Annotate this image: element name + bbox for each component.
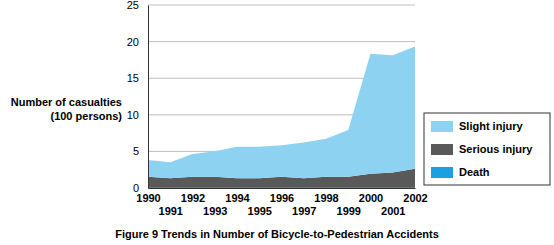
tick-label: 2001	[381, 205, 405, 217]
tick-label: 1999	[337, 205, 361, 217]
plot-area	[148, 47, 415, 188]
axis-line	[149, 188, 416, 189]
tick-label: 1990	[136, 192, 160, 204]
tick-label: 1997	[292, 205, 316, 217]
legend-swatch	[431, 121, 453, 132]
tick: 1990	[136, 188, 160, 204]
title: Figure 9 Trends in Number of Bicycle-to-…	[115, 228, 439, 240]
tick-label: 1991	[159, 205, 183, 217]
grid-line	[148, 5, 415, 6]
tick: 25	[127, 0, 148, 11]
tick: 1991	[159, 188, 183, 217]
tick-label: 20	[127, 36, 139, 48]
tick: 10	[127, 109, 148, 121]
legend-swatch	[431, 167, 453, 178]
x-axis: 1990199119921993199419951996199719981999…	[136, 188, 427, 217]
chart: 0510152025199019911992199319941995199619…	[0, 0, 554, 245]
legend: Slight injury Serious injury Death	[424, 113, 550, 185]
legend-label: Death	[459, 166, 490, 178]
tick: 1993	[203, 188, 227, 217]
tick: 2001	[381, 188, 405, 217]
legend-entry: Serious injury	[431, 143, 533, 155]
tick-label: 1993	[203, 205, 227, 217]
tick: 15	[127, 72, 148, 84]
grid-line	[148, 41, 415, 42]
legend-label: Serious injury	[459, 143, 533, 155]
area	[148, 47, 415, 179]
tick: 20	[127, 36, 148, 48]
tick-label: 25	[127, 0, 139, 11]
tick: 1994	[225, 188, 250, 204]
legend-entry: Death	[431, 166, 490, 178]
y-axis-title-line: (100 persons)	[50, 110, 122, 122]
legend-entry: Slight injury	[431, 120, 523, 132]
tick: 1992	[181, 188, 205, 204]
axis-line	[148, 6, 149, 189]
tick: 1995	[248, 188, 272, 217]
tick-label: 10	[127, 109, 139, 121]
legend-box	[424, 113, 550, 185]
tick: 1997	[292, 188, 316, 217]
tick-label: 5	[133, 145, 139, 157]
legend-label: Slight injury	[459, 120, 523, 132]
tick-label: 1995	[248, 205, 272, 217]
y-axis-title: Number of casualties (100 persons)	[11, 96, 123, 122]
y-axis: 0510152025	[127, 0, 149, 194]
tick: 1996	[270, 188, 294, 204]
tick-label: 2000	[359, 192, 383, 204]
tick-label: 2002	[403, 192, 427, 204]
tick: 2002	[403, 188, 427, 204]
tick-label: 1996	[270, 192, 294, 204]
legend-swatch	[431, 144, 453, 155]
tick: 2000	[359, 188, 383, 204]
tick: 1998	[314, 188, 338, 204]
tick-label: 1998	[314, 192, 338, 204]
y-axis-title-line: Number of casualties	[11, 96, 122, 108]
tick-label: 1992	[181, 192, 205, 204]
grid	[148, 5, 415, 188]
tick: 5	[133, 145, 148, 157]
tick-label: 1994	[225, 192, 250, 204]
tick-label: 15	[127, 72, 139, 84]
tick: 1999	[337, 188, 361, 217]
